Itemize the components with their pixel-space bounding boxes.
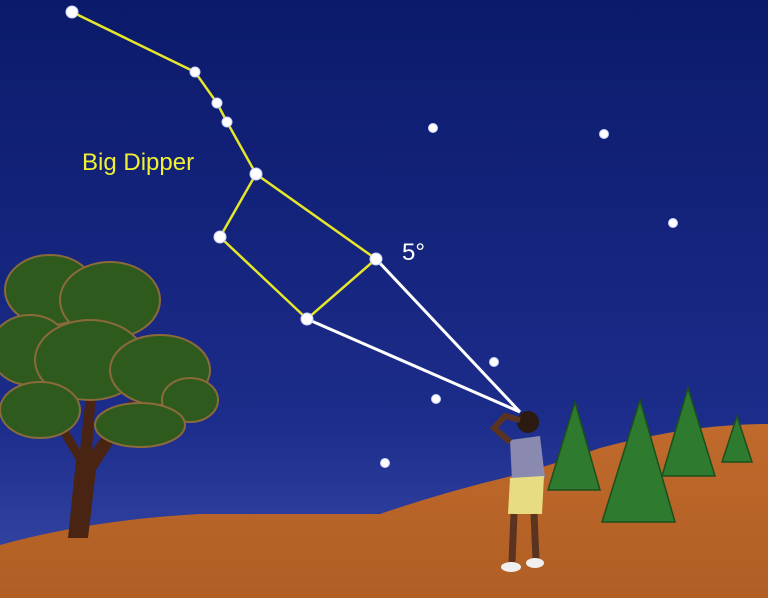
star (222, 117, 232, 127)
star (381, 459, 390, 468)
star (490, 358, 499, 367)
shoe (501, 562, 521, 572)
star (250, 168, 262, 180)
head (517, 411, 539, 433)
star (212, 98, 222, 108)
star (600, 130, 609, 139)
shirt (510, 436, 545, 480)
star (66, 6, 78, 18)
scene: Big Dipper 5° (0, 0, 768, 598)
constellation-label: Big Dipper (82, 149, 194, 176)
star (190, 67, 200, 77)
star (301, 313, 313, 325)
shorts (508, 476, 544, 514)
shoe (526, 558, 544, 568)
star (429, 124, 438, 133)
star (432, 395, 441, 404)
star (214, 231, 226, 243)
star (370, 253, 382, 265)
star (669, 219, 678, 228)
angle-label: 5° (402, 239, 425, 266)
